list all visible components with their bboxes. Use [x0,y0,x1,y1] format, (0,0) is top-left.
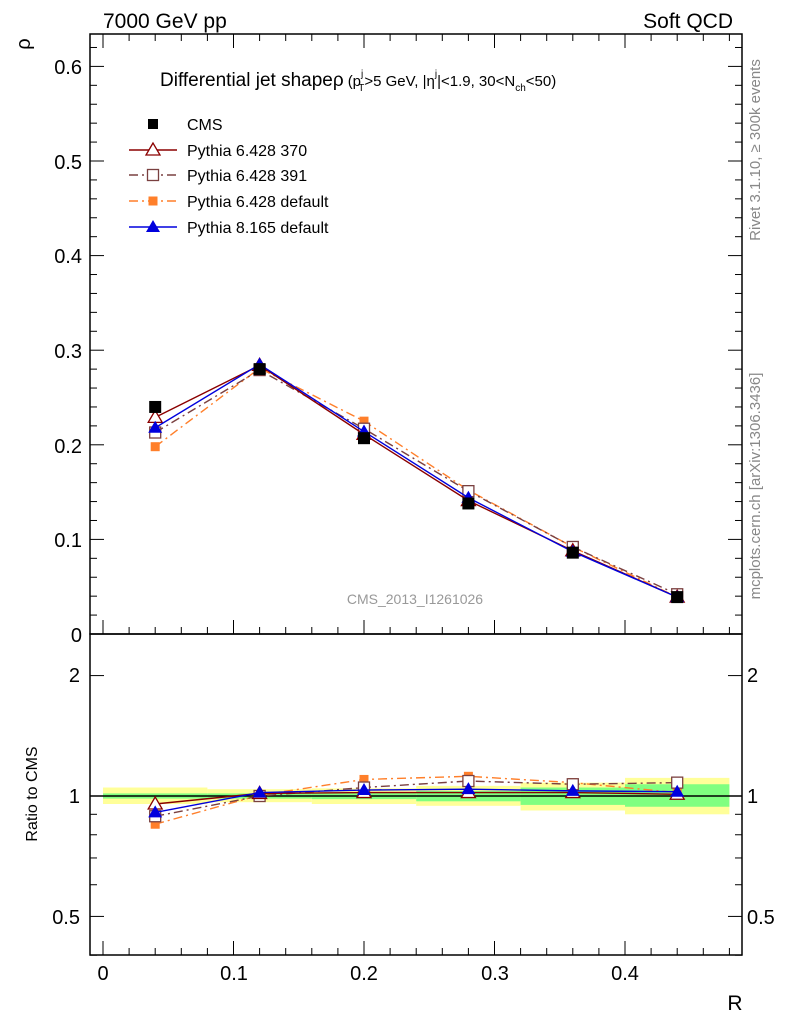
y-tick-label-0.3: 0.3 [54,341,82,363]
title-cut-end: <50) [526,73,556,90]
analysis-id-label: CMS_2013_I1261026 [347,591,483,607]
x-tick-label-0.1: 0.1 [220,963,248,985]
y-tick-label-0.1: 0.1 [54,530,82,552]
series-4-point-0 [148,420,163,433]
y-main-tick-labels: 0 0.1 0.2 0.3 0.4 0.5 0.6 [54,57,82,647]
site-label: mcplots.cern.ch [arXiv:1306.3436] [747,373,764,600]
ratio-tick-label-right-1: 1 [747,786,758,808]
legend-label-p6-370: Pythia 6.428 370 [187,143,307,160]
series-4-ratio-point-4 [565,783,580,796]
legend-marker-4 [146,220,160,232]
series-1-line [154,364,678,598]
x-axis-title: R [727,992,742,1015]
title-cut-rest: |<1.9, 30<N [437,73,515,90]
axis-ticks [90,34,742,956]
energy-label: 7000 GeV pp [103,10,227,33]
title-cut-mid: >5 GeV, |η [364,73,434,90]
category-label: Soft QCD [643,10,733,33]
x-tick-label-0.3: 0.3 [481,963,509,985]
series-3-ratio-point-0 [150,819,160,829]
legend-label-p8-default: Pythia 8.165 default [187,220,329,237]
series-4-ratio-point-0 [148,805,163,818]
x-tick-label-0.2: 0.2 [350,963,378,985]
ratio-tick-label-left-0.5: 0.5 [52,907,80,929]
series-3-ratio-point-2 [359,774,369,784]
series-4-ratio-line [155,788,678,814]
title-cut-sub-T: T [358,83,364,94]
series-2-line [154,369,678,595]
x-tick-labels: 0 0.1 0.2 0.3 0.4 [97,963,638,985]
y-ratio-tick-labels: 0.5 1 2 0.5 1 2 [52,665,775,929]
ratio-tick-label-left-2: 2 [69,665,80,687]
series-3-point-0 [150,442,160,452]
rivet-label: Rivet 3.1.10, ≥ 300k events [747,59,764,241]
y-tick-label-0: 0 [71,625,82,647]
ratio-series-layer [147,771,686,829]
series-0-point-1 [253,363,266,376]
title-cut-sub-ch: ch [515,83,526,94]
series-4-ratio-point-2 [357,783,371,796]
series-2-ratio-line [155,780,678,817]
legend-label-p6-default: Pythia 6.428 default [187,194,329,211]
series-4-ratio-point-1 [252,785,267,798]
ratio-tick-label-left-1: 1 [69,786,80,808]
y-tick-label-0.4: 0.4 [54,246,82,268]
series-0-point-4 [566,546,579,559]
legend-label-cms: CMS [187,117,223,134]
y-tick-label-0.2: 0.2 [54,436,82,458]
ratio-tick-label-right-2: 2 [747,665,758,687]
ratio-tick-label-right-0.5: 0.5 [747,907,775,929]
series-4-line [154,363,678,598]
legend-marker-0 [148,119,158,129]
series-0-point-0 [149,400,162,413]
title-cut-sup-j: j [360,69,363,80]
series-0-point-5 [671,591,684,604]
title-cut-prefix: (p [348,73,361,90]
y-axis-title: ρ [13,38,35,49]
x-tick-label-0: 0 [97,963,108,985]
legend-marker-3 [148,196,158,206]
series-4-ratio-point-5 [670,784,685,797]
legend: CMS Pythia 6.428 370 Pythia 6.428 391 Py… [129,117,329,237]
plot-title: Differential jet shapeρ (pj T>5 GeV, |ηj|<… [160,69,556,94]
y-tick-label-0.6: 0.6 [54,57,82,79]
ratio-axis-title: Ratio to CMS [24,746,41,841]
main-series-layer [147,357,686,604]
plot-title-main: Differential jet shapeρ [160,70,344,91]
series-0-point-2 [358,432,370,445]
y-tick-label-0.5: 0.5 [54,152,82,174]
title-cut-sup-j2: j [434,69,437,80]
legend-symbols [129,119,177,232]
legend-marker-1 [144,141,162,156]
legend-marker-2 [146,168,160,182]
legend-label-p6-391: Pythia 6.428 391 [187,168,307,185]
series-0-point-3 [462,497,475,510]
series-3-point-2 [359,416,369,426]
x-tick-label-0.4: 0.4 [611,963,639,985]
series-4-ratio-point-3 [461,782,476,795]
